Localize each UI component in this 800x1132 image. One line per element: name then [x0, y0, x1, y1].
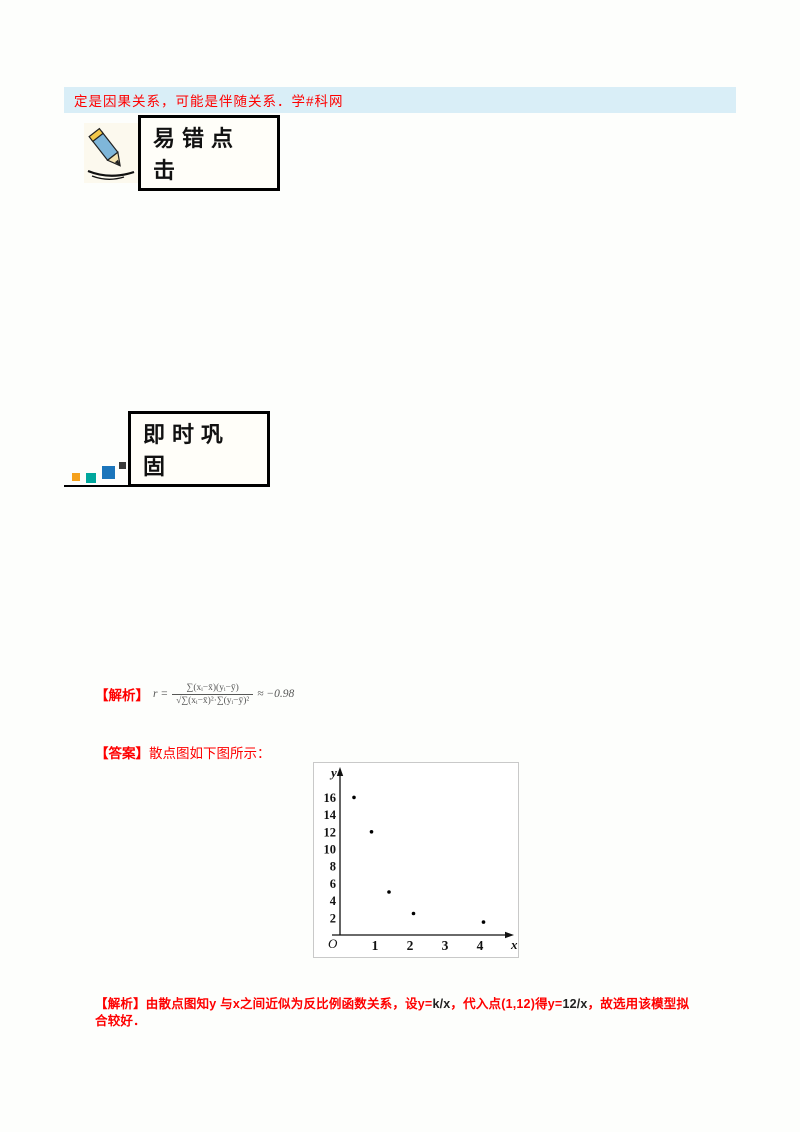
instant-practice-label: 即时巩固 — [143, 422, 231, 479]
svg-text:O: O — [328, 936, 338, 951]
dark-square-icon — [119, 462, 126, 469]
svg-text:8: 8 — [330, 860, 336, 874]
answer-text: 散点图如下图所示： — [149, 746, 271, 761]
analysis-row: 【解析】 r = ∑(xᵢ−x̄)(yᵢ−ȳ) √∑(xᵢ−x̄)²·∑(yᵢ−… — [95, 674, 294, 714]
svg-text:2: 2 — [407, 938, 414, 953]
teal-square-icon — [86, 473, 96, 483]
scatter-plot: 2 4 6 8 10 12 14 16 1 2 3 4 y x O — [313, 762, 519, 958]
pencil-icon — [84, 124, 138, 182]
formula-fraction: ∑(xᵢ−x̄)(yᵢ−ȳ) √∑(xᵢ−x̄)²·∑(yᵢ−ȳ)² — [172, 683, 254, 706]
squares-icon — [64, 451, 130, 487]
answer-label: 【答案】 — [95, 746, 149, 761]
svg-text:3: 3 — [442, 938, 449, 953]
solution-segment: 【解析】由散点图知y 与x之间近似为反比例函数关系，设y= — [95, 997, 433, 1011]
analysis-label: 【解析】 — [95, 688, 149, 703]
svg-text:2: 2 — [330, 911, 336, 925]
svg-text:1: 1 — [372, 938, 379, 953]
solution-row: 【解析】由散点图知y 与x之间近似为反比例函数关系，设y=k/x，代入点(1,1… — [95, 996, 695, 1030]
instant-practice-box: 即时巩固 — [128, 411, 270, 487]
svg-text:x: x — [510, 937, 518, 952]
svg-text:10: 10 — [324, 843, 337, 857]
formula-result: ≈ −0.98 — [257, 688, 295, 700]
banner-text: 定是因果关系，可能是伴随关系．学#科网 — [74, 94, 344, 109]
svg-text:14: 14 — [324, 808, 337, 822]
error-alert-badge: 易错点击 — [84, 115, 280, 191]
svg-text:16: 16 — [324, 791, 337, 805]
solution-segment: k/x — [432, 997, 451, 1011]
instant-practice-badge: 即时巩固 — [64, 411, 270, 487]
error-alert-label: 易错点击 — [153, 126, 241, 183]
error-alert-box: 易错点击 — [138, 115, 280, 191]
svg-text:12: 12 — [324, 825, 337, 839]
svg-text:y: y — [329, 765, 337, 780]
analysis-formula: r = ∑(xᵢ−x̄)(yᵢ−ȳ) √∑(xᵢ−x̄)²·∑(yᵢ−ȳ)² ≈… — [153, 683, 294, 706]
orange-square-icon — [72, 473, 80, 481]
formula-lead: r = — [153, 688, 169, 700]
svg-text:4: 4 — [477, 938, 484, 953]
svg-text:4: 4 — [330, 894, 337, 908]
solution-segment: ，故选用该模型拟合较好． — [95, 997, 690, 1028]
solution-segment: ，代入点(1,12)得y= — [450, 997, 563, 1011]
top-banner: 定是因果关系，可能是伴随关系．学#科网 — [64, 87, 736, 113]
solution-segment: 12/x — [562, 997, 588, 1011]
blue-square-icon — [102, 466, 115, 479]
formula-numerator: ∑(xᵢ−x̄)(yᵢ−ȳ) — [172, 683, 254, 695]
svg-text:6: 6 — [330, 877, 336, 891]
answer-row: 【答案】散点图如下图所示： — [95, 742, 271, 762]
formula-denominator: √∑(xᵢ−x̄)²·∑(yᵢ−ȳ)² — [176, 695, 250, 706]
